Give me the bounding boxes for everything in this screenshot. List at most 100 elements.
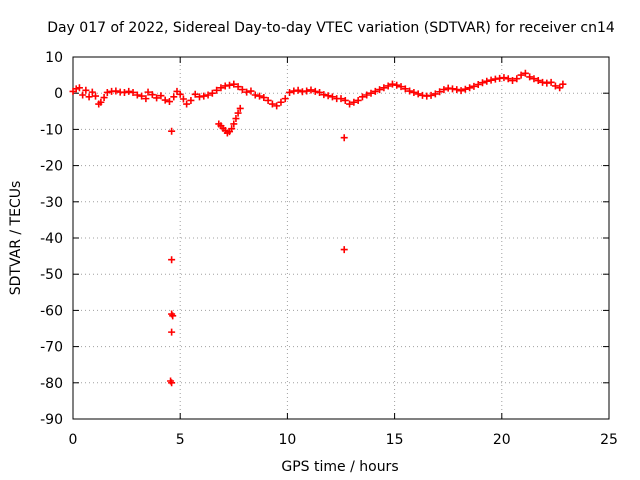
data-point bbox=[397, 83, 405, 91]
data-point bbox=[358, 93, 366, 101]
data-point bbox=[208, 89, 216, 97]
data-point bbox=[217, 84, 225, 92]
data-point bbox=[213, 86, 221, 94]
data-point bbox=[204, 91, 212, 99]
data-point bbox=[79, 91, 87, 99]
data-point bbox=[183, 100, 191, 108]
y-tick-label: -80 bbox=[40, 376, 63, 392]
data-point bbox=[440, 86, 448, 94]
data-point bbox=[340, 134, 348, 142]
data-point bbox=[232, 115, 240, 123]
data-point bbox=[509, 77, 517, 85]
y-axis: 10 0 -10 -20 -30 -40 -50 -60 -70 -80 -90 bbox=[40, 50, 609, 428]
data-point bbox=[526, 73, 534, 81]
data-point bbox=[200, 92, 208, 100]
data-point bbox=[75, 84, 83, 92]
data-point bbox=[384, 82, 392, 90]
data-point bbox=[457, 87, 465, 95]
data-point bbox=[281, 95, 289, 103]
x-tick-label: 10 bbox=[278, 432, 296, 448]
data-point bbox=[230, 120, 238, 128]
data-point bbox=[363, 91, 371, 99]
y-tick-label: 0 bbox=[54, 86, 63, 102]
data-point bbox=[286, 88, 294, 96]
data-point bbox=[513, 75, 521, 83]
data-point bbox=[547, 78, 555, 86]
data-point bbox=[517, 71, 525, 79]
data-point bbox=[401, 85, 409, 93]
data-point bbox=[427, 91, 435, 99]
data-point bbox=[388, 80, 396, 88]
series-sdtvar bbox=[69, 69, 567, 387]
data-point bbox=[247, 87, 255, 95]
data-point bbox=[500, 74, 508, 82]
data-point bbox=[479, 79, 487, 87]
y-tick-label: -60 bbox=[40, 303, 63, 319]
data-point bbox=[487, 76, 495, 84]
grid bbox=[73, 57, 609, 419]
data-point bbox=[273, 102, 281, 110]
data-point bbox=[157, 92, 165, 100]
data-point bbox=[470, 82, 478, 90]
data-point bbox=[393, 81, 401, 89]
data-point bbox=[142, 95, 150, 103]
data-point bbox=[350, 98, 358, 106]
data-point bbox=[371, 87, 379, 95]
data-point bbox=[100, 94, 108, 102]
data-point bbox=[406, 87, 414, 95]
y-tick-label: -20 bbox=[40, 159, 63, 175]
y-tick-label: -40 bbox=[40, 231, 63, 247]
data-point bbox=[337, 95, 345, 103]
data-point bbox=[376, 86, 384, 94]
data-point bbox=[112, 87, 120, 95]
data-point bbox=[236, 104, 244, 112]
data-point bbox=[170, 93, 178, 101]
data-point bbox=[226, 81, 234, 89]
data-point bbox=[187, 96, 195, 104]
data-point bbox=[191, 90, 199, 98]
data-point bbox=[410, 88, 418, 96]
data-point bbox=[534, 77, 542, 85]
data-point bbox=[168, 328, 176, 336]
data-point bbox=[551, 82, 559, 90]
data-point bbox=[264, 96, 272, 104]
data-point bbox=[483, 77, 491, 85]
data-point bbox=[466, 84, 474, 92]
data-point bbox=[97, 98, 105, 106]
data-point bbox=[431, 90, 439, 98]
data-point bbox=[328, 93, 336, 101]
data-point bbox=[256, 92, 264, 100]
data-point bbox=[176, 90, 184, 98]
data-point bbox=[92, 92, 100, 100]
data-point bbox=[228, 125, 236, 133]
x-axis: 0 5 10 15 20 25 bbox=[69, 57, 618, 448]
data-point bbox=[436, 88, 444, 96]
data-point bbox=[72, 85, 80, 93]
chart-title: Day 017 of 2022, Sidereal Day-to-day VTE… bbox=[47, 20, 615, 36]
data-point bbox=[120, 88, 128, 96]
data-point bbox=[168, 379, 176, 387]
data-point bbox=[367, 89, 375, 97]
data-point bbox=[307, 86, 315, 94]
data-point bbox=[311, 87, 319, 95]
x-tick-label: 15 bbox=[386, 432, 404, 448]
data-point bbox=[85, 93, 93, 101]
data-point bbox=[129, 88, 137, 96]
data-point bbox=[340, 246, 348, 254]
y-axis-label: SDTVAR / TECUs bbox=[8, 181, 24, 296]
x-tick-label: 5 bbox=[176, 432, 185, 448]
data-point bbox=[559, 80, 567, 88]
data-point bbox=[133, 91, 141, 99]
data-point bbox=[168, 256, 176, 264]
data-point bbox=[341, 96, 349, 104]
data-point bbox=[414, 90, 422, 98]
data-point bbox=[179, 95, 187, 103]
y-tick-label: -50 bbox=[40, 267, 63, 283]
data-point bbox=[521, 69, 529, 77]
data-point bbox=[168, 127, 176, 135]
x-tick-label: 20 bbox=[493, 432, 511, 448]
data-point bbox=[320, 91, 328, 99]
x-axis-label: GPS time / hours bbox=[281, 459, 398, 475]
data-point bbox=[169, 312, 177, 320]
